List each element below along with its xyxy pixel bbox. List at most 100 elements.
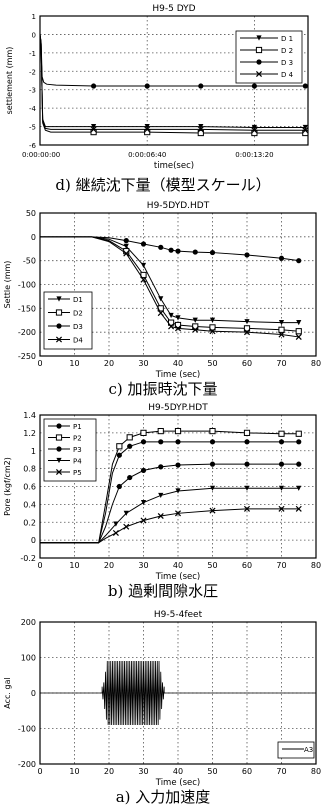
legend-box-b <box>43 418 97 482</box>
x-axis-label-d: time(sec) <box>154 161 194 171</box>
x-tick-label-c: 0 <box>37 359 42 368</box>
x-tick-label-c: 20 <box>104 359 114 368</box>
series-c-D2 <box>40 236 302 335</box>
legend-marker-d <box>255 70 263 78</box>
x-tick-label-b: 20 <box>104 561 114 570</box>
y-tick-label-c: -250 <box>18 352 36 361</box>
x-tick-label-d: 0:00:00:00 <box>22 151 60 159</box>
legend-marker-c <box>56 323 62 329</box>
legend-label-b: P4 <box>73 458 82 466</box>
x-tick-label-b: 40 <box>173 561 183 570</box>
data-point-d <box>144 83 150 89</box>
x-tick-label-b: 50 <box>207 561 217 570</box>
data-point-d <box>91 83 97 89</box>
x-tick-label-d: 0:00:13:20 <box>235 151 273 159</box>
data-point-c <box>168 312 174 319</box>
x-tick-label-a: 20 <box>104 767 114 776</box>
data-point-c <box>278 320 285 326</box>
data-point-b <box>296 461 302 467</box>
data-point-b <box>244 461 250 467</box>
data-point-c <box>296 320 302 326</box>
data-point-b <box>174 510 182 517</box>
series-a-A3 <box>40 661 316 725</box>
y-tick-label-b: 1.2 <box>23 429 36 438</box>
x-tick-label-a: 80 <box>311 767 321 776</box>
y-tick-label-d: -6 <box>29 142 37 150</box>
plot-frame-d <box>39 15 309 146</box>
data-point-d <box>197 126 204 133</box>
x-tick-label-c: 30 <box>138 359 148 368</box>
data-point-b <box>175 439 181 445</box>
data-point-c <box>295 328 302 335</box>
y-tick-label-c: -200 <box>18 328 36 337</box>
legend-marker-d <box>256 35 262 41</box>
legend-box-a <box>277 741 315 759</box>
legend-marker-b <box>55 434 63 441</box>
data-point-c <box>158 296 164 302</box>
legend-marker-d <box>256 59 262 65</box>
data-point-c <box>140 262 147 269</box>
data-point-b <box>209 427 216 435</box>
data-point-c <box>140 276 147 283</box>
data-point-c <box>209 328 216 335</box>
series-d-D4 <box>39 34 309 134</box>
legend-label-c: D2 <box>73 310 83 318</box>
y-axis-label-d: settlement (mm) <box>5 47 14 115</box>
data-point-b <box>209 439 216 445</box>
chart-title-b: H9-5DYP.HDT <box>148 403 208 413</box>
legend-box-c <box>43 291 93 350</box>
data-point-b <box>123 510 129 516</box>
series-line-d-D 4 <box>39 34 306 131</box>
series-c-D1 <box>40 236 302 326</box>
y-tick-label-b: -0.2 <box>20 554 36 563</box>
legend-marker-c <box>56 296 62 302</box>
data-point-b <box>295 430 302 437</box>
data-point-d <box>198 123 204 130</box>
x-tick-label-b: 30 <box>138 561 148 570</box>
y-tick-label-d: 1 <box>32 13 36 21</box>
x-tick-label-c: 60 <box>242 359 252 368</box>
chart-d: H9-5 DYD 1 0 -1 -2 -3 -4 -5 -60:00:00:00 0:00:06:… <box>5 4 309 171</box>
data-point-c <box>278 255 285 261</box>
plot-frame-c <box>39 212 317 357</box>
data-point-b <box>243 505 251 512</box>
x-tick-label-a: 30 <box>138 767 148 776</box>
legend-label-b: P2 <box>73 435 82 443</box>
x-tick-label-b: 10 <box>69 561 79 570</box>
data-point-b <box>116 483 122 490</box>
legend-label-c: D1 <box>73 296 83 304</box>
data-point-c <box>123 238 129 244</box>
x-tick-label-b: 80 <box>311 561 321 570</box>
data-point-b <box>296 439 302 445</box>
chart-panel-b: H9-5DYP.HDT 1.4 1.2 1 0.8 0.6 0.4 0.2 0 -0.2 0 10 20… <box>0 400 326 600</box>
data-point-c <box>296 258 302 264</box>
data-point-b <box>140 439 147 445</box>
data-point-c <box>278 326 285 333</box>
series-line-b-P4 <box>40 487 299 544</box>
y-tick-label-a: -200 <box>18 760 36 769</box>
y-axis-label-c: Settle (mm) <box>3 261 12 309</box>
data-point-b <box>158 464 164 470</box>
data-point-d <box>144 129 151 136</box>
data-point-c <box>175 248 181 254</box>
data-point-b <box>123 523 130 530</box>
x-tick-label-c: 80 <box>311 359 321 368</box>
series-b-P1 <box>40 439 302 544</box>
x-tick-label-b: 60 <box>242 561 252 570</box>
data-point-d <box>251 83 257 89</box>
data-point-d <box>90 126 97 133</box>
data-point-d <box>302 124 308 131</box>
y-tick-label-b: 0.4 <box>23 500 36 509</box>
chart-title-d: H9-5 DYD <box>152 4 195 14</box>
data-point-d <box>251 127 258 134</box>
y-tick-label-d: -2 <box>29 68 36 76</box>
x-tick-label-a: 50 <box>207 767 217 776</box>
data-point-b <box>278 439 285 445</box>
data-point-b <box>175 488 181 494</box>
x-axis-label-a: Time (sec) <box>155 778 200 786</box>
data-point-c <box>244 319 250 325</box>
series-line-b-P5 <box>40 508 299 544</box>
series-c-D3 <box>40 236 302 264</box>
series-b-P2 <box>40 427 302 544</box>
